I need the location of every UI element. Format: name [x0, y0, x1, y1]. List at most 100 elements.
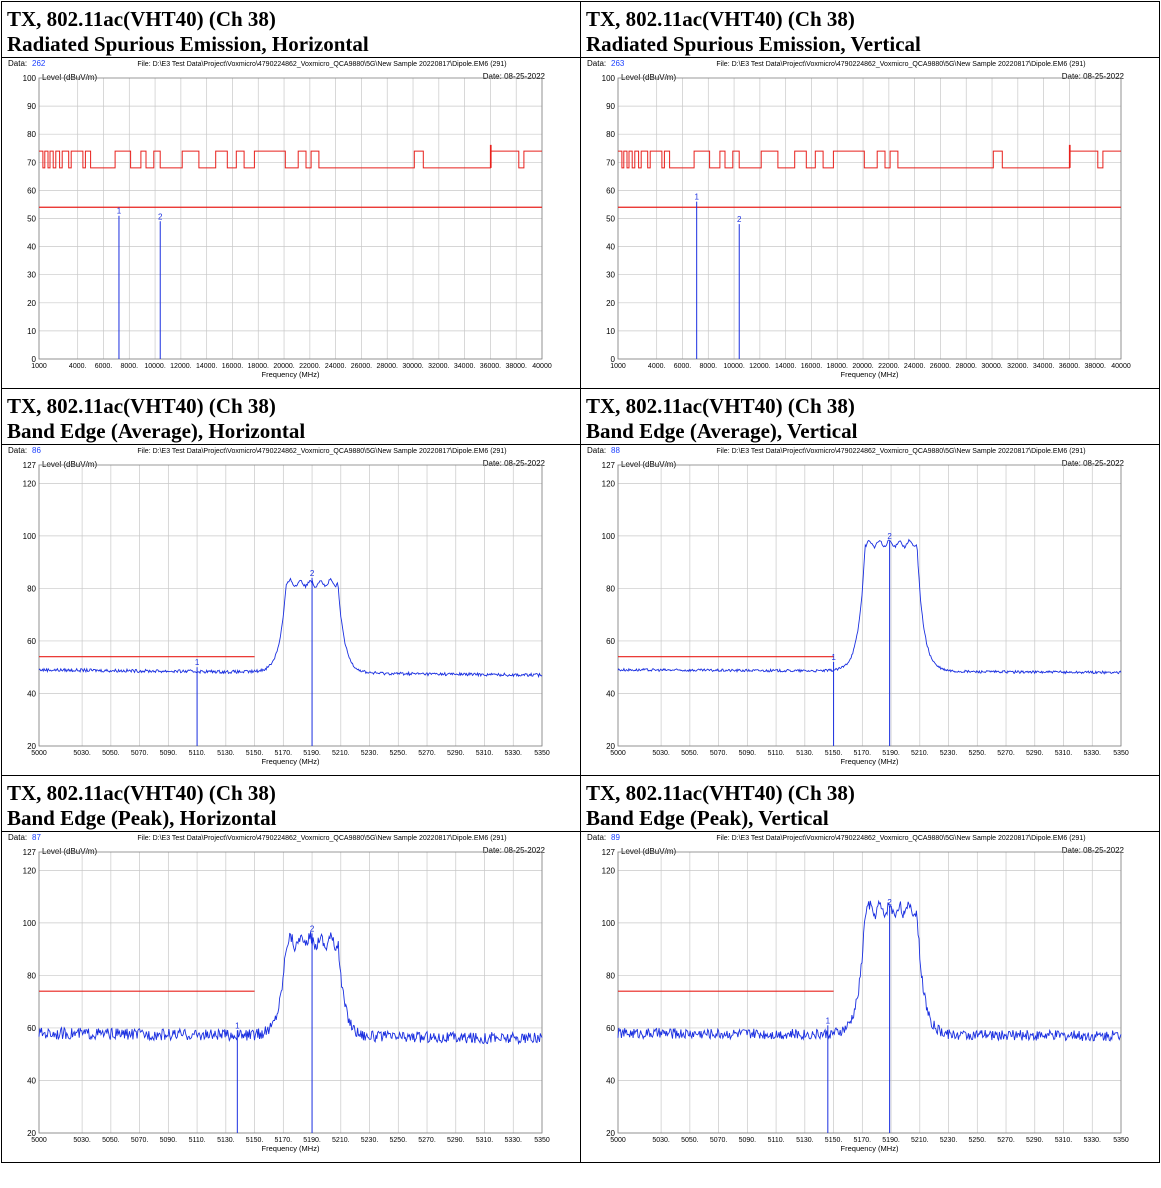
plot-frame: [617, 464, 1122, 747]
x-tick-label: 5270.: [997, 1137, 1015, 1144]
x-tick-label: 5290.: [447, 750, 465, 757]
upper-limit-trace: [39, 144, 542, 169]
x-tick-label: 5070.: [710, 1137, 728, 1144]
panel-title-line1: TX, 802.11ac(VHT40) (Ch 38): [586, 7, 855, 31]
x-tick-label: 40000: [532, 363, 552, 370]
y-axis-label: Level (dBuV/m): [42, 73, 97, 82]
data-number: 86: [32, 446, 41, 455]
x-tick-label: 5110.: [768, 750, 785, 757]
x-tick-label: 28000.: [956, 363, 977, 370]
x-tick-label: 6000.: [674, 363, 692, 370]
data-label: Data:: [8, 446, 27, 455]
chart-bandedge-avg-horizontal: Data: 86 File: D:\E3 Test Data\Project\Vo…: [8, 446, 550, 766]
y-tick-label: 100: [602, 919, 616, 928]
y-tick-label: 80: [27, 584, 36, 593]
panel-title-line2: Radiated Spurious Emission, Vertical: [586, 32, 921, 56]
date-label: Date: 08-25-2022: [1062, 459, 1125, 468]
marker-label: 2: [310, 569, 315, 578]
x-tick-label: 5290.: [1026, 1137, 1044, 1144]
y-tick-label: 60: [27, 186, 36, 195]
report-grid: TX, 802.11ac(VHT40) (Ch 38) Radiated Spu…: [1, 1, 1160, 1163]
panel-title-line2: Band Edge (Peak), Vertical: [586, 806, 829, 830]
x-tick-label: 16000.: [801, 363, 822, 370]
chart-bandedge-peak-vertical: Data: 89 File: D:\E3 Test Data\Project\Vo…: [587, 833, 1129, 1153]
y-tick-label: 100: [23, 919, 37, 928]
x-tick-label: 4000.: [69, 363, 87, 370]
date-label: Date: 08-25-2022: [1062, 846, 1125, 855]
x-tick-label: 5310.: [1055, 1137, 1073, 1144]
x-tick-label: 5310.: [1055, 750, 1073, 757]
date-label: Date: 08-25-2022: [1062, 72, 1125, 81]
y-tick-label: 120: [602, 866, 616, 875]
y-tick-label: 40: [27, 689, 36, 698]
data-label: Data:: [8, 833, 27, 842]
x-tick-label: 5230.: [940, 750, 958, 757]
x-tick-label: 28000.: [377, 363, 398, 370]
x-tick-label: 32000.: [428, 363, 449, 370]
measurement-trace: [617, 538, 1122, 675]
y-tick-label: 40: [27, 1076, 36, 1085]
y-tick-label: 127: [602, 848, 616, 857]
y-tick-label: 40: [606, 1076, 615, 1085]
x-tick-label: 5290.: [1026, 750, 1044, 757]
x-tick-label: 4000.: [648, 363, 666, 370]
x-tick-label: 36000.: [1059, 363, 1080, 370]
x-tick-label: 10000.: [723, 363, 744, 370]
panel-header: TX, 802.11ac(VHT40) (Ch 38) Band Edge (A…: [1, 388, 581, 445]
marker-label: 1: [195, 658, 200, 667]
data-number: 87: [32, 833, 41, 842]
data-number: 263: [611, 59, 625, 68]
x-tick-label: 5130.: [217, 750, 235, 757]
x-tick-label: 5350: [534, 750, 550, 757]
x-tick-label: 5250.: [969, 1137, 987, 1144]
panel-title-line1: TX, 802.11ac(VHT40) (Ch 38): [7, 781, 276, 805]
x-tick-label: 5050.: [102, 750, 120, 757]
x-tick-label: 5210.: [332, 1137, 350, 1144]
plot-frame: [617, 851, 1122, 1134]
y-tick-label: 80: [27, 971, 36, 980]
marker-label: 2: [737, 215, 742, 224]
x-tick-label: 24000.: [325, 363, 346, 370]
y-tick-label: 0: [32, 355, 37, 364]
y-tick-label: 80: [606, 130, 615, 139]
x-tick-label: 5190.: [303, 1137, 321, 1144]
chart-cell: Data: 88 File: D:\E3 Test Data\Project\Vo…: [580, 444, 1160, 776]
panel-title-line1: TX, 802.11ac(VHT40) (Ch 38): [7, 7, 276, 31]
data-number: 262: [32, 59, 46, 68]
upper-limit-trace: [618, 144, 1121, 169]
y-tick-label: 127: [23, 461, 37, 470]
y-tick-label: 70: [27, 158, 36, 167]
x-tick-label: 5250.: [390, 1137, 408, 1144]
chart-bandedge-peak-horizontal: Data: 87 File: D:\E3 Test Data\Project\Vo…: [8, 833, 550, 1153]
x-tick-label: 5330.: [1083, 750, 1101, 757]
y-tick-label: 100: [602, 74, 616, 83]
x-tick-label: 5170.: [275, 750, 293, 757]
x-tick-label: 5110.: [189, 750, 206, 757]
x-tick-label: 5270.: [418, 1137, 436, 1144]
y-axis-label: Level (dBuV/m): [621, 73, 676, 82]
y-tick-label: 40: [606, 243, 615, 252]
x-tick-label: 5150.: [825, 1137, 843, 1144]
x-tick-label: 5170.: [854, 750, 872, 757]
measurement-trace: [38, 931, 543, 1046]
x-tick-label: 16000.: [222, 363, 243, 370]
x-tick-label: 5350: [534, 1137, 550, 1144]
chart-cell: Data: 87 File: D:\E3 Test Data\Project\Vo…: [1, 831, 581, 1163]
file-path-label: File: D:\E3 Test Data\Project\Voxmicro\4…: [716, 835, 1085, 842]
y-tick-label: 50: [606, 215, 615, 224]
x-axis-label: Frequency (MHz): [262, 757, 320, 766]
y-tick-label: 30: [27, 271, 36, 280]
x-tick-label: 32000.: [1007, 363, 1028, 370]
y-tick-label: 10: [27, 327, 36, 336]
y-axis-label: Level (dBuV/m): [621, 847, 676, 856]
x-tick-label: 34000.: [454, 363, 475, 370]
x-tick-label: 5000: [31, 1137, 47, 1144]
panel-title-line2: Band Edge (Peak), Horizontal: [7, 806, 277, 830]
panel-header: TX, 802.11ac(VHT40) (Ch 38) Band Edge (P…: [580, 775, 1160, 832]
x-axis-label: Frequency (MHz): [262, 370, 320, 379]
y-tick-label: 10: [606, 327, 615, 336]
file-path-label: File: D:\E3 Test Data\Project\Voxmicro\4…: [716, 61, 1085, 68]
plot-frame: [38, 77, 543, 360]
x-tick-label: 5190.: [882, 1137, 900, 1144]
x-tick-label: 5030.: [652, 1137, 670, 1144]
